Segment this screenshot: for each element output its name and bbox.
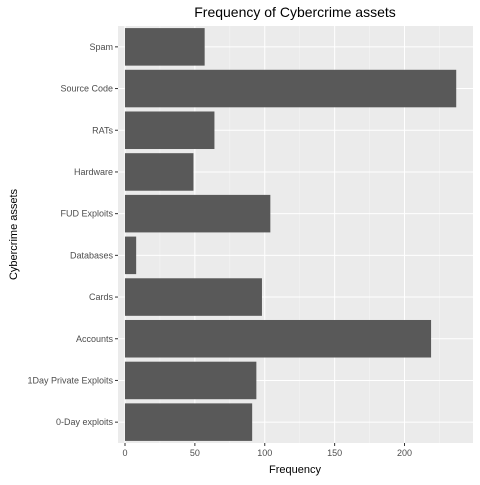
y-tick-label: Accounts xyxy=(76,334,114,344)
y-axis: 0-Day exploits 1Day Private Exploits Accou… xyxy=(27,42,118,427)
x-axis-title: Frequency xyxy=(269,464,321,476)
bar-1day-private-exploits xyxy=(124,361,257,400)
bar-source-code xyxy=(124,69,457,108)
bar-hardware xyxy=(124,153,194,191)
x-tick-label: 150 xyxy=(327,448,342,458)
bar-databases xyxy=(124,236,137,275)
x-tick-label: 200 xyxy=(397,448,412,458)
x-tick-label: 0 xyxy=(122,448,127,458)
y-tick-label: RATs xyxy=(92,125,113,135)
bar-accounts xyxy=(124,319,432,358)
bar-cards xyxy=(124,278,262,316)
chart-title: Frequency of Cybercrime assets xyxy=(194,4,396,20)
y-tick-label: 0-Day exploits xyxy=(56,417,114,427)
y-tick-label: Cards xyxy=(89,292,114,302)
bar-fud-exploits xyxy=(124,194,271,233)
x-tick-label: 50 xyxy=(190,448,200,458)
y-tick-label: Hardware xyxy=(74,167,113,177)
y-tick-label: Databases xyxy=(70,250,114,260)
y-axis-title: Cybercrime assets xyxy=(8,188,20,280)
bar-rats xyxy=(124,111,215,150)
y-tick-label: Source Code xyxy=(60,84,113,94)
x-tick-label: 100 xyxy=(257,448,272,458)
bar-0-day-exploits xyxy=(124,403,253,441)
y-tick-label: Spam xyxy=(89,42,113,52)
bar-spam xyxy=(124,28,205,66)
bars xyxy=(124,28,457,441)
y-tick-label: 1Day Private Exploits xyxy=(27,375,113,385)
y-tick-label: FUD Exploits xyxy=(60,209,113,219)
x-axis: 0 50 100 150 200 xyxy=(122,443,412,458)
